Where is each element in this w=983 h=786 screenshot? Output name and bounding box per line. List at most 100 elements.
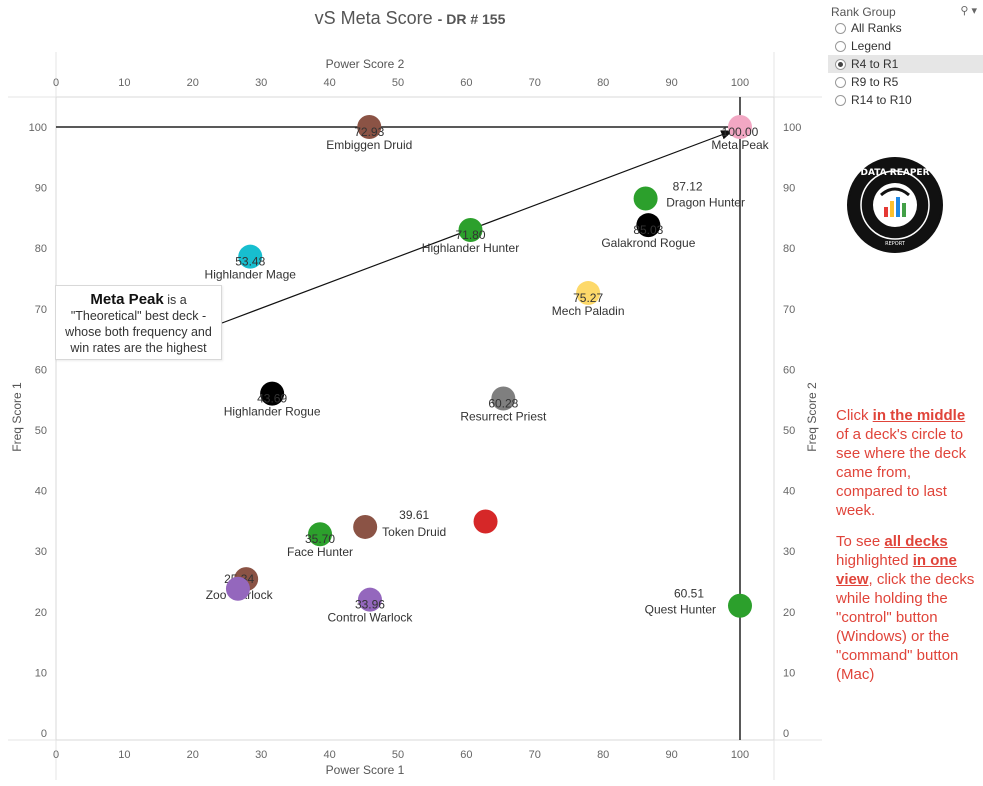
- y-tick-label-right: 10: [783, 667, 795, 679]
- note-text: highlighted: [836, 552, 913, 569]
- radio-r9-to-r5[interactable]: R9 to R5: [828, 73, 983, 91]
- x-tick-label-bottom: 40: [323, 749, 335, 761]
- point-score-label: 72.93: [354, 125, 384, 139]
- svg-text:DATA REAPER: DATA REAPER: [861, 168, 930, 178]
- x-tick-label-top: 0: [53, 77, 59, 89]
- y-axis-title-left: Freq Score 1: [10, 382, 24, 452]
- annotation-line-2: "Theoretical" best deck -: [70, 309, 207, 323]
- x-tick-label-top: 90: [665, 77, 677, 89]
- y-tick-label-right: 30: [783, 546, 795, 558]
- data-point[interactable]: [308, 522, 333, 547]
- note-emphasis: in one view: [836, 552, 957, 588]
- x-tick-label-top: 60: [460, 77, 472, 89]
- data-point[interactable]: [636, 213, 661, 238]
- data-point[interactable]: [491, 386, 516, 411]
- radio-label: R14 to R10: [851, 93, 912, 107]
- point-score-label: 33.96: [355, 598, 385, 612]
- y-tick-label-left: 60: [35, 364, 47, 376]
- x-tick-label-bottom: 50: [392, 749, 404, 761]
- data-point[interactable]: [633, 186, 658, 211]
- radio-label: R9 to R5: [851, 75, 899, 89]
- point-score-label: 35.70: [305, 532, 335, 546]
- y-tick-label-right: 100: [783, 122, 801, 134]
- data-point[interactable]: [576, 281, 601, 306]
- y-tick-label-right: 20: [783, 607, 795, 619]
- x-tick-label-bottom: 10: [118, 749, 130, 761]
- y-tick-label-left: 70: [35, 304, 47, 316]
- y-tick-label-right: 90: [783, 183, 795, 195]
- point-score-label: 87.12: [673, 180, 703, 194]
- radio-icon: [835, 40, 846, 52]
- data-point[interactable]: [357, 587, 382, 612]
- y-tick-label-right: 80: [783, 243, 795, 255]
- radio-r4-to-r1[interactable]: R4 to R1: [828, 55, 983, 73]
- point-name-label: Quest Hunter: [645, 603, 716, 617]
- point-score-label: 71.80: [455, 228, 485, 242]
- rank-group-title: Rank Group: [831, 5, 896, 19]
- y-tick-label-right: 70: [783, 304, 795, 316]
- y-tick-label-right: 60: [783, 364, 795, 376]
- data-point[interactable]: [728, 115, 752, 139]
- data-point[interactable]: [458, 218, 483, 243]
- point-name-label: Token Druid: [382, 525, 446, 539]
- point-score-label: 60.28: [488, 396, 518, 410]
- radio-icon: [835, 58, 846, 70]
- point-name-label: Highlander Mage: [205, 268, 297, 282]
- y-tick-label-left: 0: [41, 728, 47, 740]
- x-tick-label-bottom: 30: [255, 749, 267, 761]
- x-tick-label-bottom: 80: [597, 749, 609, 761]
- point-name-label: Control Warlock: [327, 611, 413, 625]
- point-name-label: Embiggen Druid: [326, 138, 412, 152]
- filter-search-icon[interactable]: ⚲ ▾: [960, 5, 977, 17]
- y-tick-label-left: 100: [29, 122, 47, 134]
- note-emphasis: all decks: [884, 533, 948, 550]
- annotation-line-1: is a: [167, 293, 187, 307]
- x-tick-label-bottom: 100: [731, 749, 749, 761]
- x-tick-label-top: 70: [529, 77, 541, 89]
- y-tick-label-left: 20: [35, 607, 47, 619]
- annotation-line-3: whose both frequency and: [65, 325, 212, 339]
- data-point[interactable]: [353, 514, 378, 539]
- point-name-label: Highlander Rogue: [224, 405, 321, 419]
- rank-group-filter: Rank Group ⚲ ▾ All Ranks Legend R4 to R1…: [828, 0, 983, 109]
- x-tick-label-top: 100: [731, 77, 749, 89]
- data-point[interactable]: [357, 115, 382, 139]
- radio-r14-to-r10[interactable]: R14 to R10: [828, 91, 983, 109]
- x-tick-label-top: 10: [118, 77, 130, 89]
- data-point[interactable]: [473, 509, 498, 534]
- point-score-label: 75.27: [573, 291, 603, 305]
- y-tick-label-right: 50: [783, 425, 795, 437]
- title-main: vS Meta Score: [314, 8, 433, 28]
- radio-icon: [835, 22, 846, 34]
- note-text: of a deck's circle to see where the deck…: [836, 426, 967, 519]
- radio-label: R4 to R1: [851, 57, 899, 71]
- y-tick-label-left: 10: [35, 667, 47, 679]
- title-sub: - DR # 155: [437, 11, 506, 27]
- y-tick-label-left: 40: [35, 486, 47, 498]
- data-point[interactable]: [225, 576, 250, 601]
- note-text: Click: [836, 407, 873, 424]
- data-point[interactable]: [260, 381, 285, 406]
- note-emphasis: in the middle: [872, 407, 966, 424]
- point-score-label: 100.00: [722, 125, 759, 139]
- radio-all-ranks[interactable]: All Ranks: [828, 19, 983, 37]
- x-tick-label-bottom: 70: [529, 749, 541, 761]
- y-tick-label-left: 50: [35, 425, 47, 437]
- meta-peak-annotation: Meta Peak is a "Theoretical" best deck -…: [55, 285, 222, 360]
- annotation-bold: Meta Peak: [90, 291, 164, 308]
- radio-legend[interactable]: Legend: [828, 37, 983, 55]
- instructions-note: Click in the middle of a deck's circle t…: [836, 406, 981, 696]
- x-tick-label-top: 80: [597, 77, 609, 89]
- y-tick-label-left: 90: [35, 183, 47, 195]
- data-reaper-logo: DATA REAPER REPORT: [847, 157, 943, 253]
- chart-title: vS Meta Score - DR # 155: [0, 8, 820, 29]
- radio-label: All Ranks: [851, 21, 902, 35]
- data-point[interactable]: [728, 593, 752, 618]
- point-name-label: Highlander Hunter: [422, 241, 519, 255]
- point-score-label: 53.48: [235, 255, 265, 269]
- note-paragraph-2: To see all decks highlighted in one view…: [836, 532, 981, 684]
- data-point[interactable]: [238, 244, 263, 269]
- x-tick-label-top: 50: [392, 77, 404, 89]
- radio-label: Legend: [851, 39, 892, 53]
- point-score-label: 43.69: [257, 392, 287, 406]
